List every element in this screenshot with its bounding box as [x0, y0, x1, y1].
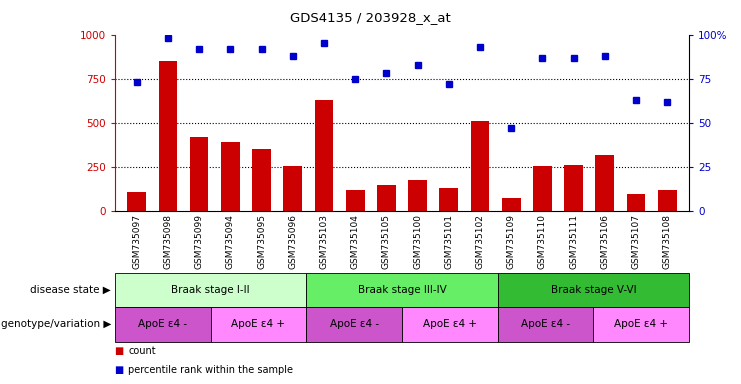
Bar: [439, 188, 458, 211]
Bar: [190, 137, 208, 211]
Bar: [115, 273, 306, 307]
Bar: [565, 165, 583, 211]
Bar: [627, 194, 645, 211]
Bar: [306, 273, 498, 307]
Text: ■: ■: [115, 346, 127, 356]
Text: genotype/variation ▶: genotype/variation ▶: [1, 319, 111, 329]
Text: ApoE ε4 -: ApoE ε4 -: [521, 319, 570, 329]
Text: Braak stage III-IV: Braak stage III-IV: [358, 285, 446, 295]
Bar: [115, 307, 210, 342]
Bar: [315, 100, 333, 211]
Bar: [346, 190, 365, 211]
Text: Braak stage I-II: Braak stage I-II: [171, 285, 250, 295]
Bar: [502, 198, 521, 211]
Bar: [283, 166, 302, 211]
Text: GDS4135 / 203928_x_at: GDS4135 / 203928_x_at: [290, 12, 451, 25]
Bar: [498, 273, 689, 307]
Bar: [377, 185, 396, 211]
Bar: [471, 121, 489, 211]
Bar: [658, 190, 677, 211]
Text: ApoE ε4 -: ApoE ε4 -: [330, 319, 379, 329]
Bar: [306, 307, 402, 342]
Bar: [159, 61, 177, 211]
Text: disease state ▶: disease state ▶: [30, 285, 111, 295]
Bar: [594, 307, 689, 342]
Bar: [408, 180, 427, 211]
Bar: [498, 307, 594, 342]
Bar: [210, 307, 306, 342]
Bar: [127, 192, 146, 211]
Bar: [533, 166, 552, 211]
Text: ■: ■: [115, 365, 127, 375]
Bar: [221, 142, 239, 211]
Text: Braak stage V-VI: Braak stage V-VI: [551, 285, 637, 295]
Bar: [402, 307, 498, 342]
Bar: [252, 149, 271, 211]
Text: percentile rank within the sample: percentile rank within the sample: [128, 365, 293, 375]
Text: ApoE ε4 +: ApoE ε4 +: [614, 319, 668, 329]
Text: count: count: [128, 346, 156, 356]
Text: ApoE ε4 -: ApoE ε4 -: [138, 319, 187, 329]
Bar: [596, 155, 614, 211]
Text: ApoE ε4 +: ApoE ε4 +: [423, 319, 477, 329]
Text: ApoE ε4 +: ApoE ε4 +: [231, 319, 285, 329]
